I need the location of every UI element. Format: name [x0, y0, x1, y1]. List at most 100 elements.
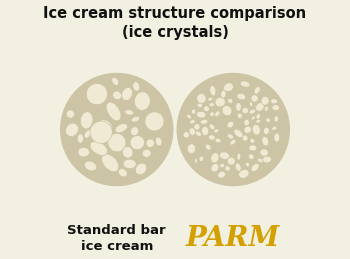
Ellipse shape [242, 107, 248, 114]
Ellipse shape [142, 149, 151, 157]
Ellipse shape [256, 119, 260, 123]
Ellipse shape [215, 97, 225, 107]
Ellipse shape [187, 144, 196, 154]
Ellipse shape [197, 103, 203, 107]
Ellipse shape [195, 131, 202, 136]
Text: Standard bar
ice cream: Standard bar ice cream [68, 224, 166, 253]
Ellipse shape [251, 163, 259, 171]
Ellipse shape [256, 113, 260, 119]
Ellipse shape [257, 158, 264, 163]
Ellipse shape [214, 129, 219, 133]
Ellipse shape [220, 163, 224, 168]
Ellipse shape [248, 154, 254, 160]
Ellipse shape [211, 153, 219, 163]
Ellipse shape [256, 103, 264, 111]
Ellipse shape [266, 118, 271, 123]
Ellipse shape [262, 156, 271, 163]
Ellipse shape [66, 110, 75, 118]
Ellipse shape [78, 147, 90, 157]
Ellipse shape [251, 95, 258, 102]
Ellipse shape [272, 126, 277, 130]
Ellipse shape [155, 137, 162, 146]
Ellipse shape [251, 116, 255, 120]
Ellipse shape [225, 166, 230, 171]
Ellipse shape [274, 116, 279, 122]
Ellipse shape [244, 126, 251, 133]
Ellipse shape [131, 117, 140, 122]
Ellipse shape [210, 85, 216, 96]
Ellipse shape [204, 106, 209, 112]
Ellipse shape [250, 102, 253, 106]
Ellipse shape [208, 97, 213, 101]
Ellipse shape [199, 156, 204, 161]
Ellipse shape [227, 121, 234, 128]
Ellipse shape [218, 171, 225, 178]
Ellipse shape [264, 127, 270, 134]
Ellipse shape [215, 138, 221, 143]
Ellipse shape [210, 112, 214, 117]
Ellipse shape [242, 135, 248, 141]
Ellipse shape [125, 110, 134, 115]
Ellipse shape [228, 98, 233, 103]
Ellipse shape [133, 82, 140, 91]
Circle shape [61, 74, 173, 185]
Ellipse shape [264, 106, 268, 111]
Ellipse shape [194, 124, 200, 130]
Ellipse shape [197, 111, 206, 118]
Ellipse shape [191, 109, 196, 114]
Ellipse shape [118, 169, 127, 177]
Ellipse shape [200, 119, 208, 124]
Ellipse shape [102, 154, 119, 172]
Ellipse shape [112, 77, 119, 85]
Ellipse shape [134, 92, 150, 110]
Ellipse shape [108, 133, 126, 152]
Ellipse shape [146, 139, 154, 147]
Ellipse shape [106, 102, 121, 121]
Ellipse shape [209, 135, 215, 140]
Ellipse shape [249, 109, 256, 114]
Text: PARM: PARM [186, 225, 280, 252]
Ellipse shape [235, 163, 241, 171]
Ellipse shape [187, 114, 191, 119]
Ellipse shape [135, 163, 147, 175]
Ellipse shape [113, 91, 121, 100]
Ellipse shape [237, 153, 241, 160]
Ellipse shape [197, 93, 206, 103]
Ellipse shape [183, 132, 189, 138]
Ellipse shape [261, 96, 269, 105]
Circle shape [90, 121, 112, 143]
Ellipse shape [222, 105, 232, 116]
Ellipse shape [84, 130, 91, 138]
Ellipse shape [227, 157, 235, 165]
Ellipse shape [228, 134, 233, 139]
Ellipse shape [123, 159, 136, 169]
Ellipse shape [86, 83, 107, 105]
Ellipse shape [254, 87, 260, 94]
Ellipse shape [244, 119, 250, 126]
Ellipse shape [230, 139, 236, 145]
Ellipse shape [274, 133, 280, 142]
Ellipse shape [272, 105, 280, 111]
Ellipse shape [209, 124, 215, 130]
Circle shape [177, 74, 289, 185]
Ellipse shape [262, 136, 269, 146]
Ellipse shape [195, 159, 198, 163]
Ellipse shape [65, 123, 79, 136]
Text: Ice cream structure comparison: Ice cream structure comparison [43, 6, 307, 21]
Ellipse shape [122, 88, 133, 100]
Ellipse shape [97, 120, 112, 133]
Ellipse shape [246, 162, 250, 167]
Ellipse shape [260, 149, 268, 156]
Ellipse shape [190, 120, 195, 124]
Ellipse shape [209, 103, 215, 107]
Ellipse shape [239, 169, 249, 178]
Ellipse shape [80, 112, 93, 129]
Ellipse shape [236, 103, 241, 111]
Ellipse shape [77, 134, 84, 143]
Ellipse shape [205, 144, 211, 150]
Ellipse shape [234, 129, 243, 138]
Ellipse shape [250, 139, 255, 143]
Ellipse shape [202, 126, 209, 136]
Ellipse shape [115, 124, 127, 133]
Ellipse shape [145, 112, 164, 131]
